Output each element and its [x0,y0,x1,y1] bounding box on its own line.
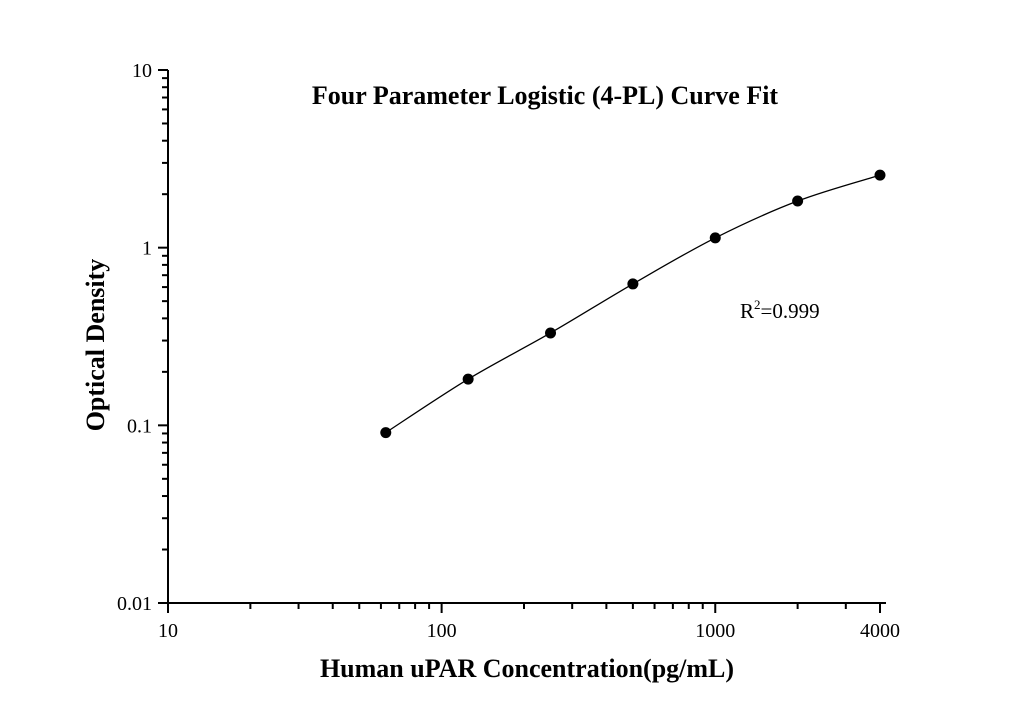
data-point [380,427,392,439]
data-point [462,373,474,385]
r-squared-superscript: 2 [754,297,761,312]
data-point [792,195,804,207]
chart-title: Four Parameter Logistic (4-PL) Curve Fit [312,81,779,110]
x-tick-label: 1000 [695,620,735,642]
data-points [380,169,886,439]
y-tick-label: 0.1 [127,415,152,437]
data-point [545,327,557,339]
axes [167,70,886,604]
r-squared-value: =0.999 [761,299,820,323]
y-tick-label: 0.01 [117,593,152,615]
x-tick-label: 4000 [860,620,900,642]
x-tick-label: 10 [158,620,178,642]
data-point [627,278,639,290]
x-axis-label: Human uPAR Concentration(pg/mL) [320,654,734,683]
data-point [709,232,721,244]
data-point [874,169,886,181]
y-axis-label: Optical Density [81,259,110,432]
ticks [158,69,881,613]
tick-labels: 10 100 1000 4000 0.01 0.1 1 10 [117,60,900,642]
x-tick-label: 100 [427,620,457,642]
y-tick-label: 1 [142,238,152,260]
r-squared-base: R [740,299,754,323]
y-tick-label: 10 [132,60,152,82]
r-squared-annotation: R2=0.999 [740,297,820,323]
